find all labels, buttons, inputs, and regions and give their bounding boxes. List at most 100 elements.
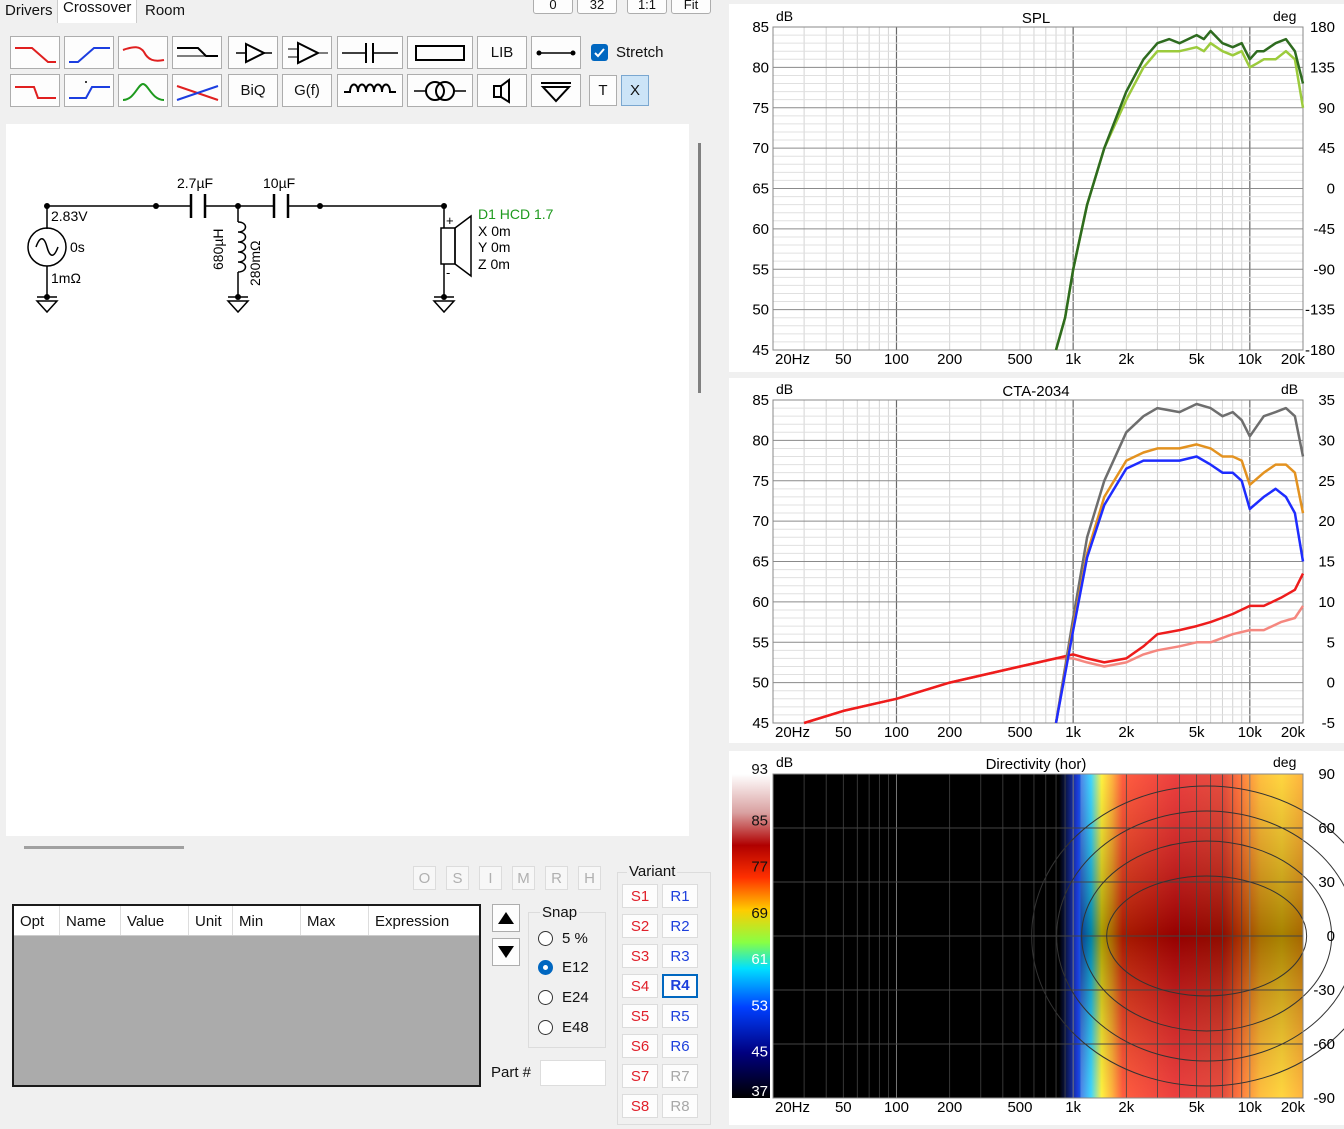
- wire-button[interactable]: [531, 36, 581, 69]
- variant-s8-button[interactable]: S8: [622, 1094, 658, 1118]
- opamp-button[interactable]: [282, 36, 332, 69]
- snap-e24[interactable]: E24: [538, 989, 589, 1006]
- lib-button[interactable]: LIB: [477, 36, 527, 69]
- y-tick-label: 65: [752, 554, 769, 571]
- y-tick-label: 70: [752, 513, 769, 530]
- radio-e12[interactable]: [538, 960, 553, 975]
- variant-s7-button[interactable]: S7: [622, 1064, 658, 1088]
- col-name[interactable]: Name: [60, 906, 121, 935]
- radio-5-percent[interactable]: [538, 931, 553, 946]
- crossover-button[interactable]: [172, 74, 222, 107]
- x-tick-label: 50: [835, 1099, 852, 1116]
- opt-o-button[interactable]: O: [413, 866, 436, 890]
- y-tick-label: 45: [752, 715, 769, 732]
- col-max[interactable]: Max: [301, 906, 369, 935]
- inductor-button[interactable]: [337, 74, 403, 107]
- highpass-2nd-button[interactable]: [64, 74, 114, 107]
- schematic-canvas[interactable]: 2.83V 0s 1mΩ 2.7µF 10µF 680µH 280mΩ + - …: [6, 124, 689, 836]
- lowpass-2nd-button[interactable]: [10, 74, 60, 107]
- canvas-vertical-scrollbar[interactable]: [698, 143, 701, 393]
- transformer-button[interactable]: [407, 74, 473, 107]
- col-min[interactable]: Min: [233, 906, 301, 935]
- driver-name: D1 HCD 1.7: [478, 206, 554, 222]
- parameter-table[interactable]: Opt Name Value Unit Min Max Expression: [12, 904, 481, 1087]
- cta-sound-power-di-line: [803, 573, 1305, 725]
- zoom-1-1-button[interactable]: 1:1: [627, 0, 667, 14]
- x-tick-label: 50: [835, 351, 852, 368]
- variant-s1-button[interactable]: S1: [622, 884, 658, 908]
- zoom-32-button[interactable]: 32: [577, 0, 617, 14]
- transfer-function-button[interactable]: G(f): [282, 74, 332, 107]
- right-tick-label: -60: [1313, 1036, 1335, 1053]
- highpass-1st-button[interactable]: [64, 36, 114, 69]
- right-tick-label: 30: [1318, 432, 1335, 449]
- opt-h-button[interactable]: H: [578, 866, 601, 890]
- bandpass-button[interactable]: [118, 74, 168, 107]
- variant-s2-button[interactable]: S2: [622, 914, 658, 938]
- opt-m-button[interactable]: M: [512, 866, 535, 890]
- x-tick-label: 20k: [1281, 724, 1306, 741]
- variant-s3-button[interactable]: S3: [622, 944, 658, 968]
- variant-r4-button[interactable]: R4: [662, 974, 698, 998]
- col-opt[interactable]: Opt: [14, 906, 60, 935]
- y-tick-label: 60: [752, 594, 769, 611]
- y-tick-label: 75: [752, 473, 769, 490]
- biquad-button[interactable]: BiQ: [228, 74, 278, 107]
- directivity-chart-panel: Directivity (hor) dB deg 93 85 77 69 61 53 45 37 90…: [729, 751, 1344, 1125]
- canvas-horizontal-scrollbar[interactable]: [24, 846, 184, 849]
- capacitor-button[interactable]: [337, 36, 403, 69]
- directivity-right-unit: deg: [1273, 754, 1296, 770]
- amplifier-button[interactable]: [228, 36, 278, 69]
- variant-r1-button[interactable]: R1: [662, 884, 698, 908]
- driver-button[interactable]: [477, 74, 527, 107]
- right-tick-label: 35: [1318, 392, 1335, 409]
- variant-s6-button[interactable]: S6: [622, 1034, 658, 1058]
- x-button[interactable]: X: [621, 75, 649, 106]
- resistor-button[interactable]: [407, 36, 473, 69]
- col-unit[interactable]: Unit: [189, 906, 233, 935]
- snap-5-percent[interactable]: 5 %: [538, 930, 588, 947]
- lowpass-1st-button[interactable]: [10, 36, 60, 69]
- text-button[interactable]: T: [589, 75, 617, 106]
- col-expression[interactable]: Expression: [375, 913, 450, 930]
- variant-r7-button[interactable]: R7: [662, 1064, 698, 1088]
- x-tick-label: 2k: [1118, 724, 1134, 741]
- variant-r2-button[interactable]: R2: [662, 914, 698, 938]
- radio-e24[interactable]: [538, 990, 553, 1005]
- variant-r5-button[interactable]: R5: [662, 1004, 698, 1028]
- ground-button[interactable]: [531, 74, 581, 107]
- opt-s-button[interactable]: S: [446, 866, 469, 890]
- variant-r3-button[interactable]: R3: [662, 944, 698, 968]
- snap-e48[interactable]: E48: [538, 1019, 589, 1036]
- lib-label: LIB: [490, 44, 514, 61]
- notch-button[interactable]: [118, 36, 168, 69]
- part-number-input[interactable]: [540, 1060, 606, 1086]
- cap1-value: 2.7µF: [177, 175, 213, 191]
- zoom-fit-button[interactable]: Fit: [671, 0, 711, 14]
- variant-s5-button[interactable]: S5: [622, 1004, 658, 1028]
- y-tick-label: 85: [752, 392, 769, 409]
- shelf-button[interactable]: [172, 36, 222, 69]
- move-up-button[interactable]: [492, 904, 520, 932]
- tab-drivers[interactable]: Drivers: [5, 2, 53, 19]
- move-down-button[interactable]: [492, 938, 520, 966]
- x-tick-label: 2k: [1118, 351, 1134, 368]
- radio-e48[interactable]: [538, 1020, 553, 1035]
- stretch-checkbox[interactable]: [591, 44, 608, 61]
- opamp-icon: [288, 40, 328, 65]
- snap-5-percent-label: 5 %: [562, 930, 588, 947]
- variant-r6-button[interactable]: R6: [662, 1034, 698, 1058]
- opt-i-button[interactable]: I: [479, 866, 502, 890]
- opt-r-button[interactable]: R: [545, 866, 568, 890]
- x-tick-label: 200: [937, 351, 962, 368]
- variant-r8-button[interactable]: R8: [662, 1094, 698, 1118]
- right-tick-label: 0: [1327, 928, 1335, 945]
- tab-crossover[interactable]: Crossover: [57, 0, 138, 23]
- tab-room[interactable]: Room: [145, 2, 186, 19]
- variant-s4-button[interactable]: S4: [622, 974, 658, 998]
- snap-e12[interactable]: E12: [538, 959, 589, 976]
- x-tick-label: 10k: [1238, 724, 1263, 741]
- zoom-0-button[interactable]: 0: [533, 0, 573, 14]
- col-value[interactable]: Value: [121, 906, 189, 935]
- checkmark-icon: [594, 48, 605, 58]
